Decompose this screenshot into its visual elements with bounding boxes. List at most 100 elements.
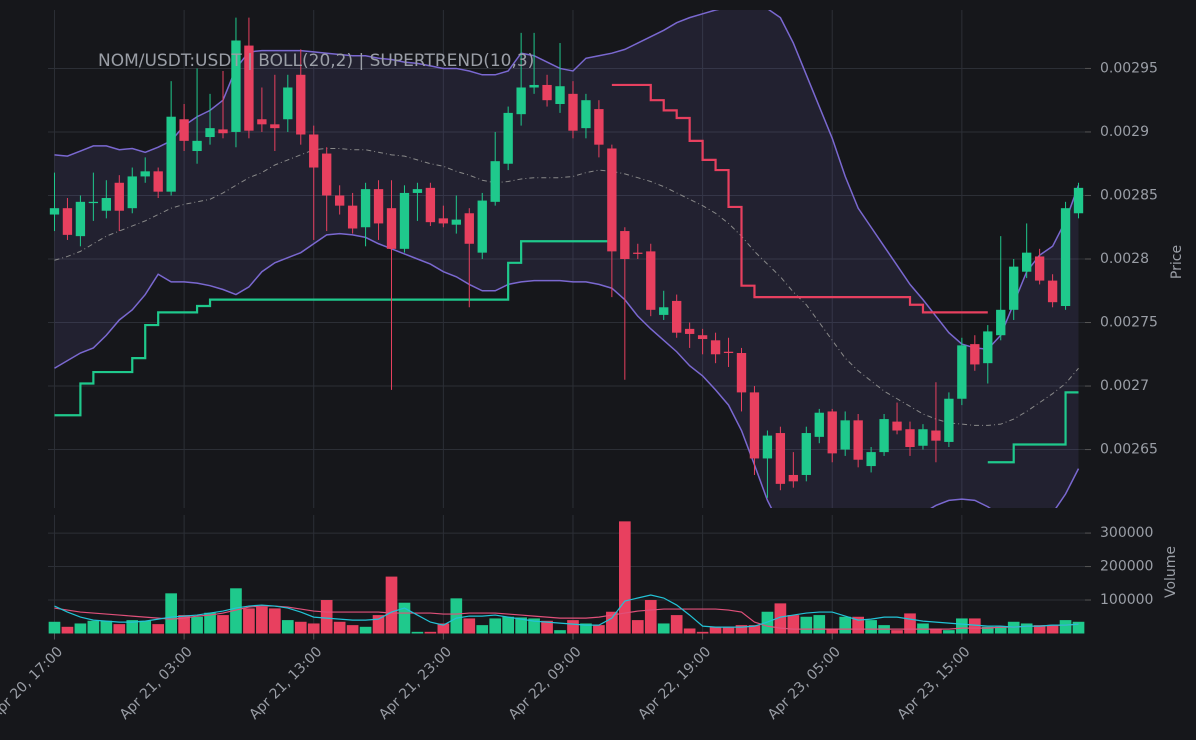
candle-body [451, 219, 461, 225]
candle-body [555, 86, 565, 105]
candle-body [568, 93, 578, 131]
y-tick-label: 0.00275 [1100, 315, 1158, 331]
volume-ma-long [54, 605, 1079, 630]
candle-body [996, 309, 1006, 336]
candle-body [788, 474, 799, 482]
volume-tick-label: 100000 [1100, 592, 1153, 608]
candle-body [827, 411, 837, 454]
volume-bar [269, 608, 281, 634]
candle-body [684, 328, 695, 334]
volume-tick-label: 200000 [1100, 559, 1153, 575]
volume-bar [191, 616, 203, 634]
candle-body [594, 109, 604, 145]
volume-bar [696, 631, 709, 634]
candle-body [840, 420, 850, 450]
volume-bar [165, 593, 177, 634]
candle-body [1047, 280, 1058, 303]
volume-bar [722, 626, 735, 634]
candle-body [762, 435, 773, 459]
candle-body [983, 331, 993, 364]
volume-bar [904, 613, 916, 634]
volume-bar [1059, 620, 1072, 634]
candle-body [127, 176, 137, 209]
volume-bar [152, 624, 165, 634]
candle-body [529, 84, 539, 88]
volume-bar [800, 616, 813, 634]
candle-body [814, 412, 824, 437]
volume-bar [748, 625, 761, 634]
volume-bar [61, 626, 74, 634]
candle-body [153, 171, 163, 192]
volume-bar [528, 618, 540, 634]
volume-panel [48, 515, 1085, 634]
candle-body [503, 112, 513, 164]
candle-body [697, 335, 708, 340]
candle-body [309, 134, 319, 168]
volume-bar [385, 576, 398, 634]
candle-body [723, 351, 734, 354]
candle-body [477, 200, 487, 253]
y-axis-label: Price [1169, 245, 1185, 279]
candle-body [192, 140, 202, 152]
volume-bar [217, 615, 229, 634]
candle-body [944, 398, 954, 442]
candle-body [490, 161, 500, 202]
volume-bar [618, 521, 631, 634]
candle-body [166, 116, 176, 192]
y-tick-label: 0.0028 [1100, 251, 1149, 267]
volume-bar [1072, 621, 1085, 634]
candle-body [179, 119, 189, 141]
volume-bar [968, 618, 981, 634]
volume-bar [865, 620, 877, 634]
candle-body [283, 87, 293, 120]
y-tick-label: 0.0027 [1100, 378, 1149, 394]
candle-body [140, 171, 150, 177]
supertrend-down [611, 83, 988, 314]
candle-body [516, 87, 526, 115]
volume-bar [839, 616, 852, 634]
volume-bar [567, 620, 579, 634]
volume-bar [670, 615, 683, 634]
candle-body [931, 430, 941, 441]
volume-bar [554, 630, 566, 634]
candle-body [607, 148, 617, 252]
volume-bar [787, 615, 800, 634]
volume-bar [243, 608, 255, 634]
candle-body [464, 213, 474, 244]
volume-bar [139, 620, 152, 634]
volume-bar [735, 625, 748, 634]
candle-body [710, 340, 721, 355]
candle-body [853, 420, 863, 460]
volume-ma-short [54, 594, 1079, 628]
candle-body [412, 189, 423, 193]
volume-bar [813, 615, 826, 634]
candle-body [1022, 252, 1032, 272]
volume-bar [281, 620, 294, 634]
candle-body [425, 187, 436, 223]
candle-body [659, 307, 669, 315]
y-tick-label: 0.00285 [1100, 187, 1158, 203]
candle-body [334, 195, 345, 206]
candle-body [672, 300, 682, 333]
volume-bar [450, 598, 463, 634]
volume-bar [774, 603, 787, 634]
volume-bar [956, 618, 968, 634]
candle-body [633, 252, 643, 254]
candle-body [75, 201, 86, 237]
candle-body [101, 198, 111, 211]
candle-body [801, 433, 811, 475]
volume-bar [372, 615, 385, 634]
candle-body [866, 452, 876, 467]
volume-bar [943, 630, 955, 634]
volume-bar [476, 625, 489, 634]
volume-bar [424, 631, 437, 634]
volume-bar [541, 620, 553, 634]
candle-body [749, 392, 760, 459]
candle-body [918, 429, 928, 446]
candle-body [620, 231, 630, 259]
candle-body [438, 218, 449, 224]
volume-bar [631, 620, 644, 634]
volume-bar [437, 623, 450, 634]
volume-bar [606, 611, 618, 634]
